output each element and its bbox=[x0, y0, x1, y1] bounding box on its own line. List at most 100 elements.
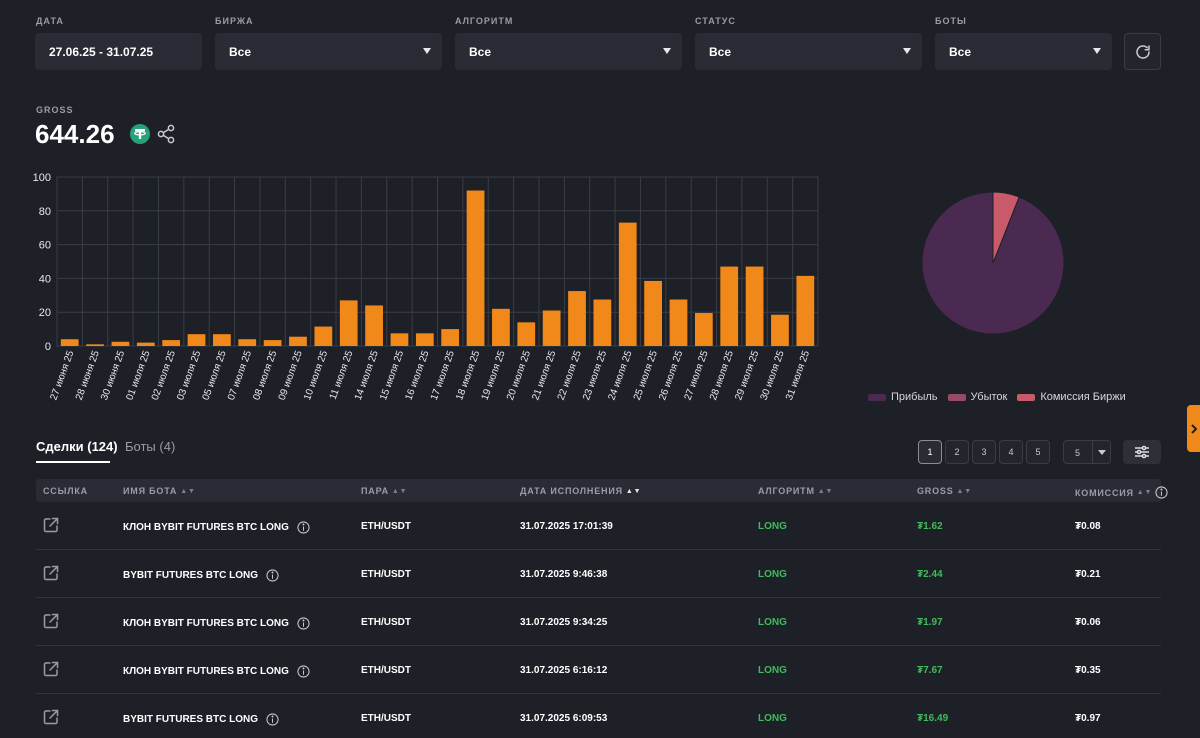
page-button-3[interactable]: 3 bbox=[972, 440, 996, 464]
status-select[interactable]: Все bbox=[695, 33, 922, 70]
bar[interactable] bbox=[517, 322, 536, 346]
bar[interactable] bbox=[568, 291, 586, 346]
bot-name: BYBIT FUTURES BTC LONG bbox=[123, 570, 258, 581]
bar[interactable] bbox=[542, 310, 561, 346]
info-icon[interactable] bbox=[297, 617, 310, 630]
x-tick-label: 05 июля 25 bbox=[201, 349, 229, 402]
legend-item-exchange-fee[interactable]: Комиссия Биржи bbox=[1017, 391, 1126, 403]
y-tick-label: 20 bbox=[39, 307, 51, 319]
bar[interactable] bbox=[289, 336, 307, 346]
x-tick-label: 01 июля 25 bbox=[125, 349, 153, 402]
table-settings-button[interactable] bbox=[1123, 440, 1161, 464]
x-tick-label: 27 июля 25 bbox=[683, 349, 711, 402]
bar[interactable] bbox=[162, 340, 181, 346]
info-icon[interactable] bbox=[297, 665, 310, 678]
bar[interactable] bbox=[339, 300, 358, 346]
y-tick-label: 40 bbox=[39, 273, 51, 285]
date-range-value: 27.06.25 - 31.07.25 bbox=[49, 44, 154, 59]
bar[interactable] bbox=[771, 314, 789, 346]
x-tick-label: 03 июля 25 bbox=[175, 349, 203, 402]
bar[interactable] bbox=[644, 280, 662, 346]
bar[interactable] bbox=[593, 299, 612, 346]
bar[interactable] bbox=[238, 339, 257, 346]
bar[interactable] bbox=[466, 190, 485, 346]
table-row: BYBIT FUTURES BTC LONG ETH/USDT 31.07.20… bbox=[36, 694, 1161, 738]
refresh-button[interactable] bbox=[1124, 33, 1161, 70]
column-header-bot-name[interactable]: ИМЯ БОТА ▲▼ bbox=[123, 486, 196, 496]
rows-per-page-select[interactable]: 5 bbox=[1063, 440, 1111, 464]
bar[interactable] bbox=[60, 339, 79, 346]
page-button-5[interactable]: 5 bbox=[1026, 440, 1050, 464]
commission-cell: ₮0.97 bbox=[1075, 713, 1101, 724]
page-button-4[interactable]: 4 bbox=[999, 440, 1023, 464]
table-row: BYBIT FUTURES BTC LONG ETH/USDT 31.07.20… bbox=[36, 550, 1161, 598]
info-icon[interactable] bbox=[266, 713, 279, 726]
bar[interactable] bbox=[86, 344, 104, 346]
external-link-icon[interactable] bbox=[42, 612, 60, 630]
page-button-1[interactable]: 1 bbox=[918, 440, 942, 464]
algorithm-select[interactable]: Все bbox=[455, 33, 682, 70]
column-header-pair[interactable]: ПАРА ▲▼ bbox=[361, 486, 407, 496]
bar[interactable] bbox=[365, 305, 383, 346]
bar[interactable] bbox=[720, 266, 739, 346]
bar[interactable] bbox=[187, 334, 206, 346]
chevron-right-icon bbox=[1190, 423, 1197, 434]
share-icon[interactable] bbox=[156, 124, 176, 144]
bar[interactable] bbox=[314, 326, 333, 346]
bar[interactable] bbox=[441, 329, 460, 346]
info-icon[interactable] bbox=[266, 569, 279, 582]
legend-label: Прибыль bbox=[891, 391, 938, 403]
bar[interactable] bbox=[415, 333, 434, 346]
column-header-execution-date[interactable]: ДАТА ИСПОЛНЕНИЯ ▲▼ bbox=[520, 486, 641, 496]
legend-item-loss[interactable]: Убыток bbox=[947, 391, 1007, 403]
info-icon[interactable] bbox=[1155, 486, 1168, 499]
bar[interactable] bbox=[213, 334, 231, 346]
side-panel-toggle[interactable] bbox=[1187, 405, 1200, 452]
column-header-commission[interactable]: КОМИССИЯ ▲▼ bbox=[1075, 486, 1168, 499]
external-link-icon[interactable] bbox=[42, 516, 60, 534]
sliders-icon bbox=[1135, 445, 1149, 459]
active-tab-indicator bbox=[36, 461, 110, 463]
external-link-icon[interactable] bbox=[42, 564, 60, 582]
gross-label: GROSS bbox=[36, 105, 74, 115]
column-header-label: ИМЯ БОТА bbox=[123, 486, 178, 496]
bar[interactable] bbox=[745, 266, 764, 346]
bots-select-value: Все bbox=[949, 44, 972, 59]
page-button-2[interactable]: 2 bbox=[945, 440, 969, 464]
chevron-down-icon bbox=[1093, 48, 1101, 54]
date-range-input[interactable]: 27.06.25 - 31.07.25 bbox=[35, 33, 202, 70]
pie-slice[interactable] bbox=[992, 191, 1020, 264]
tab-deals[interactable]: Сделки (124) bbox=[36, 439, 118, 454]
legend-item-profit[interactable]: Прибыль bbox=[868, 391, 938, 403]
info-icon[interactable] bbox=[297, 521, 310, 534]
column-header-algorithm[interactable]: АЛГОРИТМ ▲▼ bbox=[758, 486, 833, 496]
exchange-select[interactable]: Все bbox=[215, 33, 442, 70]
commission-cell: ₮0.08 bbox=[1075, 521, 1101, 532]
bot-name-cell: КЛОН BYBIT FUTURES BTC LONG bbox=[123, 521, 310, 534]
bar[interactable] bbox=[796, 275, 815, 346]
tab-bots[interactable]: Боты (4) bbox=[125, 439, 176, 454]
bar[interactable] bbox=[263, 340, 282, 346]
bar[interactable] bbox=[694, 313, 713, 346]
column-header-gross[interactable]: GROSS ▲▼ bbox=[917, 486, 972, 496]
bots-select[interactable]: Все bbox=[935, 33, 1112, 70]
pair-cell: ETH/USDT bbox=[361, 665, 411, 676]
bar[interactable] bbox=[136, 342, 155, 346]
external-link-icon[interactable] bbox=[42, 660, 60, 678]
x-tick-label: 25 июля 25 bbox=[632, 349, 660, 402]
x-tick-label: 28 июня 25 bbox=[74, 349, 102, 402]
x-tick-label: 14 июля 25 bbox=[353, 349, 381, 402]
bar[interactable] bbox=[111, 341, 130, 346]
bar[interactable] bbox=[492, 308, 510, 346]
pie-legend: Прибыль Убыток Комиссия Биржи bbox=[868, 391, 1126, 403]
bot-name-cell: КЛОН BYBIT FUTURES BTC LONG bbox=[123, 665, 310, 678]
sort-icon: ▲▼ bbox=[180, 487, 196, 495]
external-link-icon[interactable] bbox=[42, 708, 60, 726]
sort-icon: ▲▼ bbox=[956, 487, 972, 495]
legend-swatch bbox=[947, 393, 966, 401]
execution-date-cell: 31.07.2025 6:09:53 bbox=[520, 713, 608, 724]
x-tick-label: 08 июля 25 bbox=[251, 349, 279, 402]
bar[interactable] bbox=[669, 299, 688, 346]
bar[interactable] bbox=[390, 333, 409, 346]
bar[interactable] bbox=[618, 222, 637, 346]
